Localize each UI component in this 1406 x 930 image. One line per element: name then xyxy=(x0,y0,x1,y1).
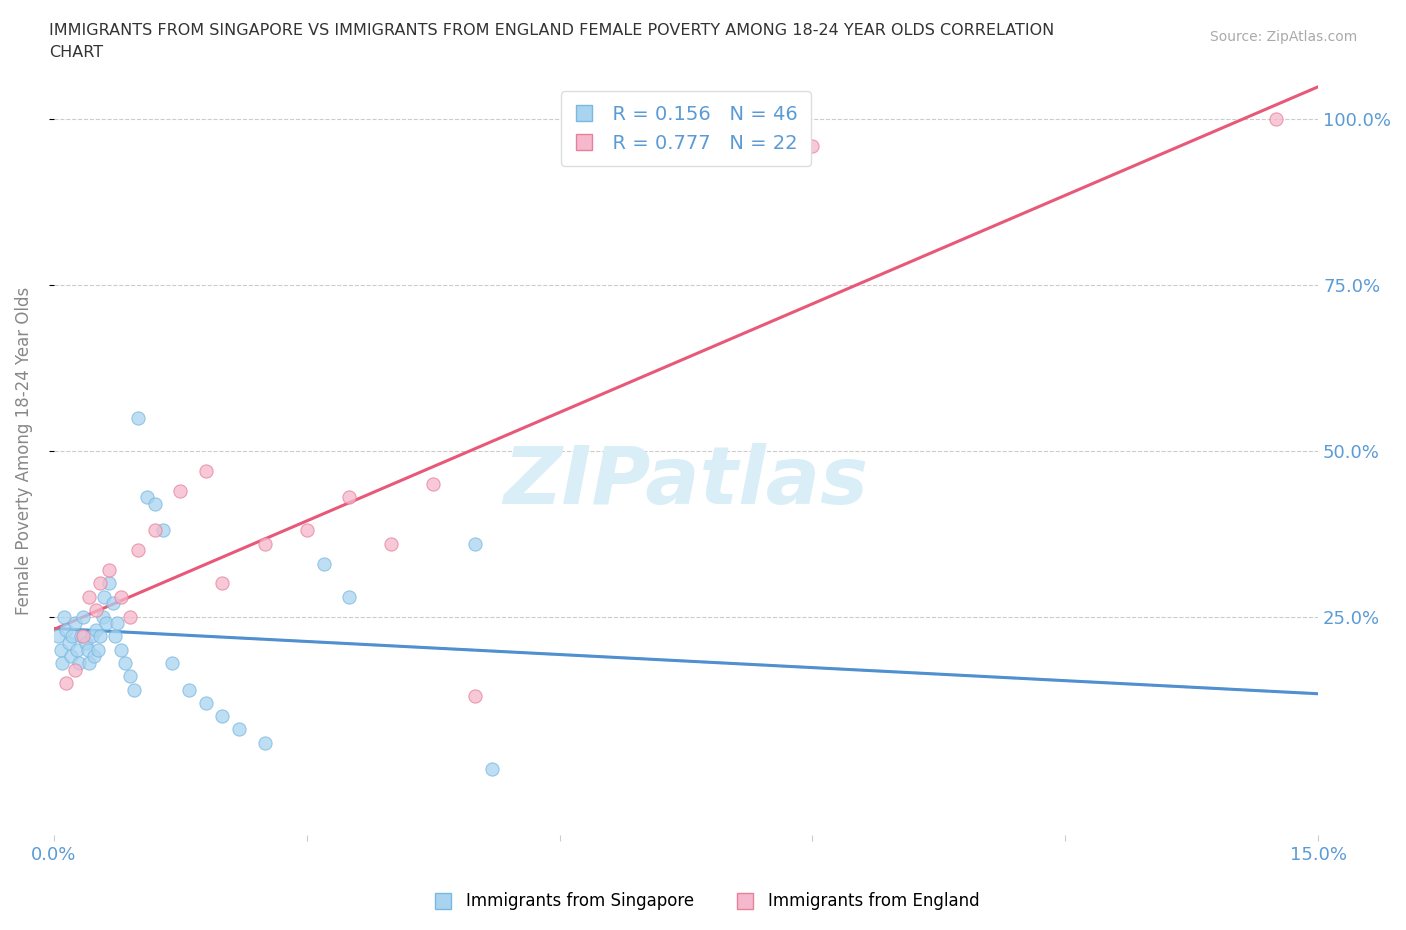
Point xyxy=(101,596,124,611)
Point xyxy=(177,682,200,697)
Point xyxy=(110,643,132,658)
Point xyxy=(60,629,83,644)
Point xyxy=(118,609,141,624)
Text: IMMIGRANTS FROM SINGAPORE VS IMMIGRANTS FROM ENGLAND FEMALE POVERTY AMONG 18-24 : IMMIGRANTS FROM SINGAPORE VS IMMIGRANTS … xyxy=(49,23,1054,38)
Point xyxy=(211,709,233,724)
Point xyxy=(75,636,97,651)
Point xyxy=(135,490,157,505)
Point xyxy=(94,616,117,631)
Point xyxy=(169,484,191,498)
Point xyxy=(312,556,335,571)
Text: ZIPatlas: ZIPatlas xyxy=(503,443,869,521)
Point xyxy=(89,629,111,644)
Y-axis label: Female Poverty Among 18-24 Year Olds: Female Poverty Among 18-24 Year Olds xyxy=(15,286,32,615)
Point xyxy=(86,643,108,658)
Point xyxy=(801,139,824,153)
Text: CHART: CHART xyxy=(49,45,103,60)
Point xyxy=(337,590,360,604)
Point xyxy=(464,537,486,551)
Point xyxy=(1265,112,1288,126)
Point xyxy=(464,689,486,704)
Point xyxy=(55,622,77,637)
Point xyxy=(228,722,250,737)
Point xyxy=(97,563,120,578)
Point xyxy=(63,662,86,677)
Point xyxy=(194,463,217,478)
Point xyxy=(52,609,75,624)
Point xyxy=(110,590,132,604)
Point xyxy=(295,523,318,538)
Point xyxy=(194,696,217,711)
Point xyxy=(122,682,145,697)
Text: Source: ZipAtlas.com: Source: ZipAtlas.com xyxy=(1209,30,1357,44)
Point xyxy=(422,476,444,491)
Point xyxy=(105,616,128,631)
Point xyxy=(49,643,72,658)
Point xyxy=(59,649,82,664)
Point xyxy=(152,523,174,538)
Point xyxy=(89,576,111,591)
Point xyxy=(143,523,166,538)
Point xyxy=(93,590,115,604)
Point xyxy=(118,669,141,684)
Point xyxy=(51,656,73,671)
Point xyxy=(160,656,183,671)
Point xyxy=(55,675,77,690)
Point xyxy=(143,497,166,512)
Point xyxy=(127,410,149,425)
Point xyxy=(80,629,103,644)
Point xyxy=(46,629,69,644)
Point xyxy=(91,609,114,624)
Point xyxy=(76,643,98,658)
Point xyxy=(481,762,503,777)
Point xyxy=(66,643,89,658)
Point xyxy=(253,735,276,750)
Point xyxy=(97,576,120,591)
Point xyxy=(127,543,149,558)
Legend:   R = 0.156   N = 46,   R = 0.777   N = 22: R = 0.156 N = 46, R = 0.777 N = 22 xyxy=(561,91,811,166)
Point xyxy=(63,616,86,631)
Point xyxy=(84,603,107,618)
Point xyxy=(103,629,125,644)
Point xyxy=(84,622,107,637)
Legend: Immigrants from Singapore, Immigrants from England: Immigrants from Singapore, Immigrants fr… xyxy=(420,885,986,917)
Point xyxy=(337,490,360,505)
Point xyxy=(69,629,91,644)
Point xyxy=(67,656,90,671)
Point xyxy=(72,629,94,644)
Point xyxy=(58,636,80,651)
Point xyxy=(77,656,100,671)
Point xyxy=(77,590,100,604)
Point xyxy=(253,537,276,551)
Point xyxy=(72,609,94,624)
Point xyxy=(211,576,233,591)
Point xyxy=(380,537,402,551)
Point xyxy=(114,656,136,671)
Point xyxy=(83,649,105,664)
